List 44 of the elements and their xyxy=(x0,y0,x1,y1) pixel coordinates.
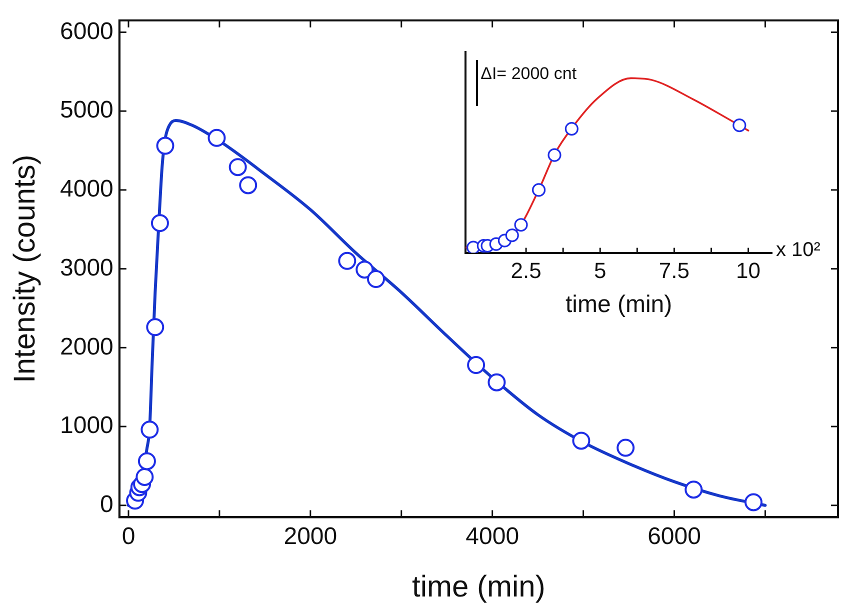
point xyxy=(338,252,356,270)
point xyxy=(367,270,385,288)
x-tick-label: 4000 xyxy=(466,523,520,550)
point xyxy=(156,136,174,155)
point xyxy=(514,218,528,232)
y-tick-label: 2000 xyxy=(60,333,114,360)
point xyxy=(616,438,635,457)
annotation: x 10² xyxy=(776,238,820,262)
point xyxy=(228,158,247,176)
annotation: ΔI= 2000 cnt xyxy=(480,64,577,84)
x-tick-label: 2.5 xyxy=(510,258,542,284)
x-axis-title: time (min) xyxy=(565,291,672,318)
point xyxy=(532,183,546,197)
point xyxy=(140,420,159,439)
point xyxy=(505,228,519,242)
x-tick-label: 10 xyxy=(736,258,761,284)
y-tick-label: 4000 xyxy=(60,176,114,203)
point xyxy=(548,148,562,162)
x-tick-label: 7.5 xyxy=(658,258,690,284)
y-tick-label: 0 xyxy=(100,490,114,518)
point xyxy=(732,118,746,132)
x-axis-title: time (min) xyxy=(412,570,546,604)
point xyxy=(467,356,486,374)
point xyxy=(150,214,169,232)
y-tick-label: 5000 xyxy=(60,96,114,124)
x-tick-label: 5 xyxy=(594,258,606,284)
y-tick-label: 1000 xyxy=(60,412,114,440)
y-tick-label: 6000 xyxy=(60,18,114,45)
point xyxy=(239,176,258,194)
x-tick-label: 6000 xyxy=(648,523,701,550)
point xyxy=(208,128,226,147)
point xyxy=(356,260,374,279)
point xyxy=(146,318,164,336)
x-tick-label: 2000 xyxy=(284,523,338,550)
point xyxy=(564,122,578,136)
x-tick-label: 0 xyxy=(122,523,136,550)
point xyxy=(572,432,590,450)
point xyxy=(138,452,156,470)
point xyxy=(488,373,506,392)
y-tick-label: 3000 xyxy=(60,254,114,282)
point xyxy=(684,480,703,499)
y-axis-title: Intensity (counts) xyxy=(8,154,42,384)
point xyxy=(136,468,154,486)
point xyxy=(744,493,762,512)
